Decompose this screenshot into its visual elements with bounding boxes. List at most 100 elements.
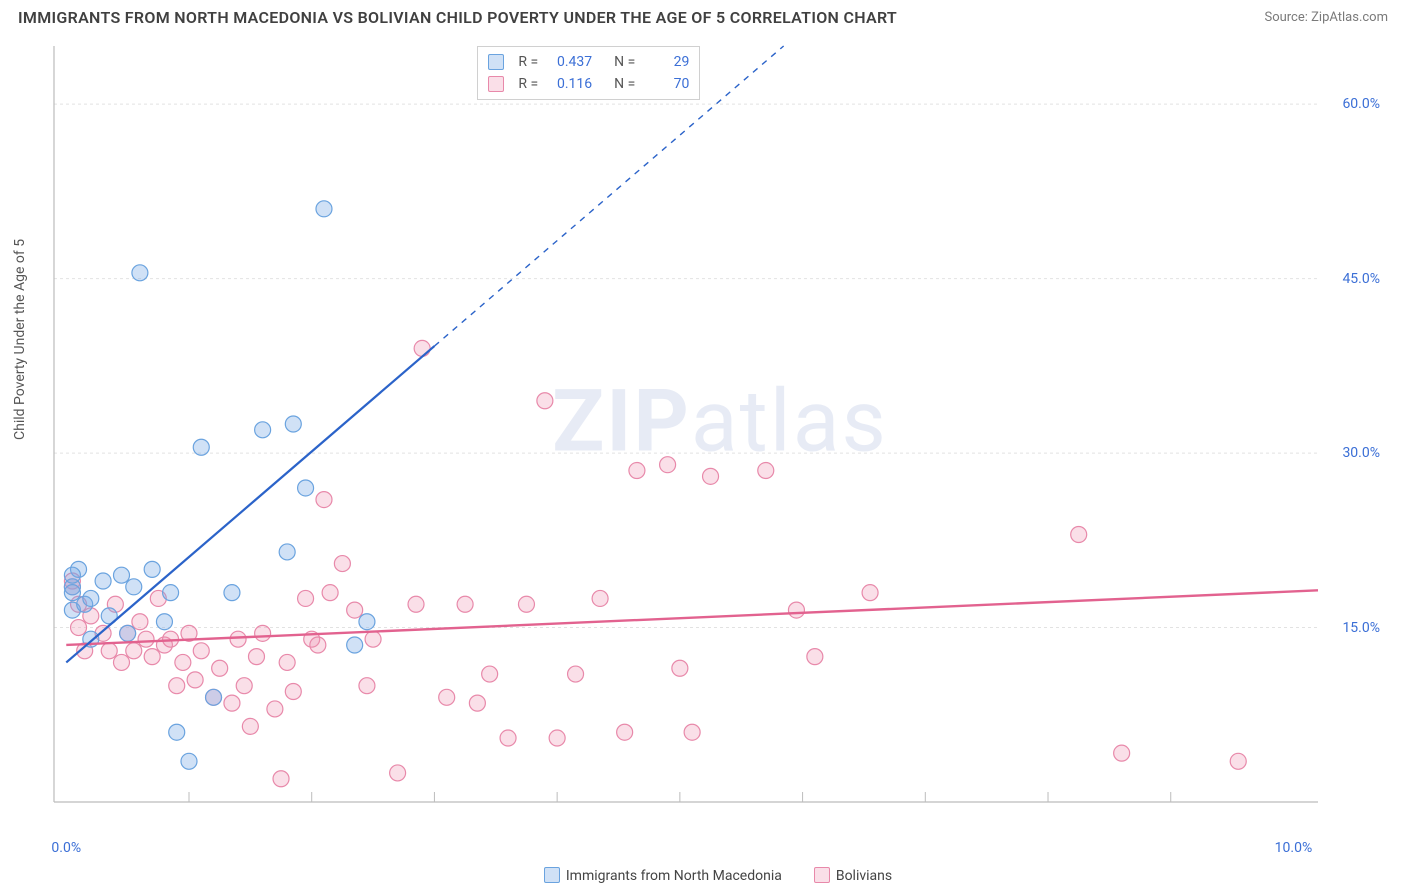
data-point — [230, 631, 246, 647]
data-point — [255, 422, 271, 438]
data-point — [758, 463, 774, 479]
bottom-legend: Immigrants from North Macedonia Bolivians — [52, 867, 1388, 884]
chart-svg — [52, 42, 1388, 832]
correlation-stats-box: R = 0.437 N = 29 R = 0.116 N = 70 — [477, 46, 700, 100]
data-point — [439, 689, 455, 705]
data-point — [414, 340, 430, 356]
data-point — [126, 579, 142, 595]
data-point — [113, 567, 129, 583]
data-point — [255, 625, 271, 641]
data-point — [617, 724, 633, 740]
stat-r-value: 0.437 — [546, 51, 592, 73]
data-point — [169, 678, 185, 694]
data-point — [862, 585, 878, 601]
data-point — [169, 724, 185, 740]
data-point — [310, 637, 326, 653]
data-point — [224, 695, 240, 711]
stat-n-value: 29 — [643, 51, 689, 73]
data-point — [206, 689, 222, 705]
y-tick-label: 15.0% — [1342, 620, 1380, 636]
data-point — [273, 771, 289, 787]
data-point — [279, 654, 295, 670]
data-point — [285, 684, 301, 700]
trend-line-a-solid — [66, 346, 434, 662]
data-point — [138, 631, 154, 647]
data-point — [187, 672, 203, 688]
data-point — [629, 463, 645, 479]
data-point — [113, 654, 129, 670]
data-point — [457, 596, 473, 612]
data-point — [660, 457, 676, 473]
data-point — [549, 730, 565, 746]
data-point — [684, 724, 700, 740]
legend-swatch — [488, 76, 504, 92]
data-point — [408, 596, 424, 612]
data-point — [267, 701, 283, 717]
data-point — [365, 631, 381, 647]
data-point — [390, 765, 406, 781]
stat-row: R = 0.437 N = 29 — [488, 51, 689, 73]
legend-label: Immigrants from North Macedonia — [566, 868, 782, 884]
data-point — [193, 643, 209, 659]
stat-r-value: 0.116 — [546, 73, 592, 95]
header: IMMIGRANTS FROM NORTH MACEDONIA VS BOLIV… — [0, 0, 1406, 33]
data-point — [672, 660, 688, 676]
stat-n-label: N = — [614, 73, 635, 95]
y-tick-label: 45.0% — [1342, 271, 1380, 287]
data-point — [316, 201, 332, 217]
data-point — [132, 614, 148, 630]
data-point — [482, 666, 498, 682]
data-point — [347, 637, 363, 653]
data-point — [193, 439, 209, 455]
data-point — [175, 654, 191, 670]
stat-r-label: R = — [518, 51, 538, 73]
data-point — [279, 544, 295, 560]
scatter-plot: ZIPatlas R =0.437N =29R =0.116N =70 15.0… — [52, 42, 1388, 832]
data-point — [359, 678, 375, 694]
data-point — [64, 585, 80, 601]
data-point — [144, 649, 160, 665]
data-point — [126, 643, 142, 659]
y-axis-label: Child Poverty Under the Age of 5 — [12, 239, 28, 440]
legend-swatch — [488, 54, 504, 70]
data-point — [95, 573, 111, 589]
data-point — [807, 649, 823, 665]
data-point — [248, 649, 264, 665]
y-tick-label: 60.0% — [1342, 96, 1380, 112]
data-point — [71, 620, 87, 636]
data-point — [788, 602, 804, 618]
data-point — [156, 614, 172, 630]
legend-swatch — [814, 867, 830, 883]
data-point — [703, 468, 719, 484]
data-point — [83, 590, 99, 606]
data-point — [322, 585, 338, 601]
data-point — [1230, 753, 1246, 769]
data-point — [64, 567, 80, 583]
source-attribution: Source: ZipAtlas.com — [1264, 10, 1388, 25]
data-point — [500, 730, 516, 746]
page-title: IMMIGRANTS FROM NORTH MACEDONIA VS BOLIV… — [18, 8, 897, 27]
data-point — [144, 561, 160, 577]
stat-r-label: R = — [518, 73, 538, 95]
x-tick-label: 0.0% — [51, 840, 81, 856]
stat-n-label: N = — [614, 51, 635, 73]
data-point — [236, 678, 252, 694]
data-point — [347, 602, 363, 618]
data-point — [120, 625, 136, 641]
data-point — [298, 590, 314, 606]
data-point — [316, 492, 332, 508]
legend-swatch — [544, 867, 560, 883]
data-point — [101, 643, 117, 659]
data-point — [568, 666, 584, 682]
data-point — [285, 416, 301, 432]
data-point — [518, 596, 534, 612]
data-point — [132, 265, 148, 281]
legend-label: Bolivians — [836, 868, 892, 884]
trend-line-b — [66, 590, 1318, 645]
data-point — [469, 695, 485, 711]
stat-row: R = 0.116 N = 70 — [488, 73, 689, 95]
data-point — [212, 660, 228, 676]
stat-n-value: 70 — [643, 73, 689, 95]
data-point — [334, 556, 350, 572]
data-point — [224, 585, 240, 601]
